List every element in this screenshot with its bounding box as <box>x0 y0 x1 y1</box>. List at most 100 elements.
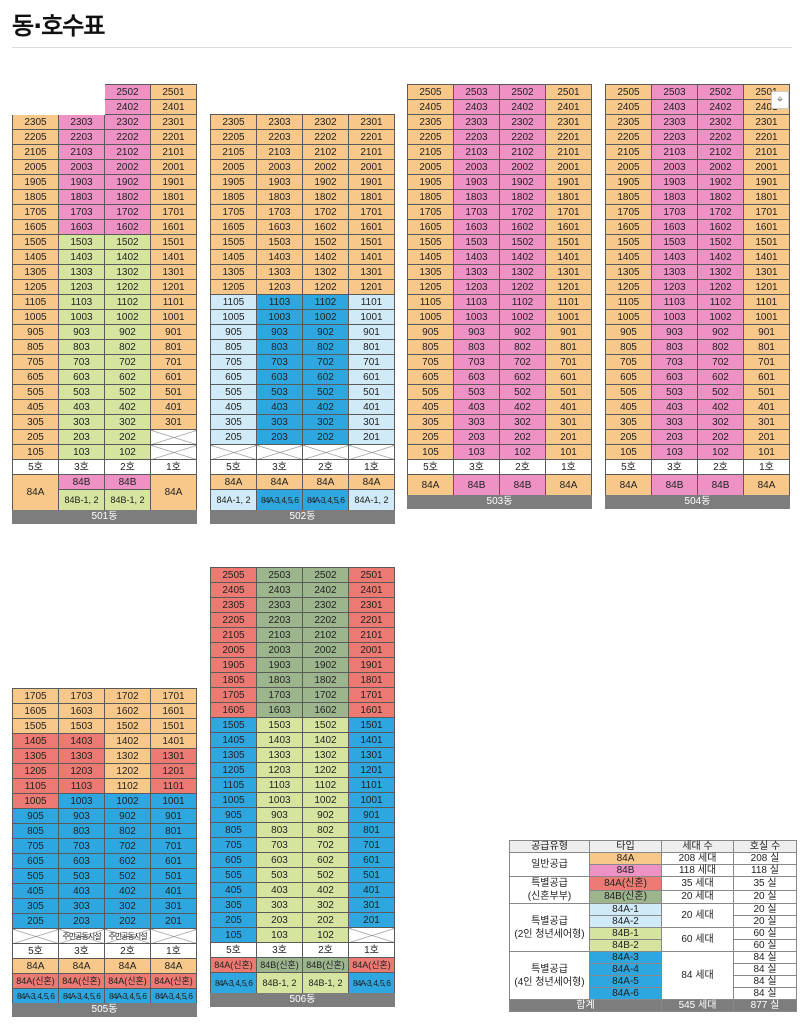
unit-cell: 405 <box>210 882 257 898</box>
unit-cell: 1302 <box>104 748 151 764</box>
unit-cell: 1203 <box>58 763 105 779</box>
unit-cell: 1902 <box>104 174 151 190</box>
unit-cell: 1401 <box>348 249 395 265</box>
unit-cell: 1402 <box>104 733 151 749</box>
unit-cell: 201 <box>150 913 197 929</box>
unit-cell: 1102 <box>104 294 151 310</box>
unit-cell: 803 <box>651 339 698 355</box>
unit-cell: 205 <box>605 429 652 445</box>
unit-cell: 2101 <box>348 627 395 643</box>
unit-cell: 705 <box>210 837 257 853</box>
unavailable-cell <box>150 429 197 445</box>
unit-cell: 603 <box>256 369 303 385</box>
unit-cell: 505 <box>605 384 652 400</box>
unit-type-cell: 84B <box>651 474 698 496</box>
unit-cell: 603 <box>453 369 500 385</box>
unit-cell: 402 <box>104 399 151 415</box>
unit-cell: 601 <box>545 369 592 385</box>
building-504: 2505 2503 2502 2501 2405 2403 2402 2401 2305 2303… <box>605 84 790 509</box>
unit-cell: 1103 <box>651 294 698 310</box>
unit-cell: 803 <box>256 822 303 838</box>
unit-cell: 1703 <box>651 204 698 220</box>
unit-cell: 201 <box>348 912 395 928</box>
unit-cell: 1003 <box>58 309 105 325</box>
line-header-cell: 2호 <box>302 459 349 475</box>
legend-room-count: 20 실 <box>733 903 797 916</box>
unit-cell: 805 <box>12 823 59 839</box>
unit-type-cell: 84B-1, 2 <box>104 489 151 511</box>
unit-type-cell: 84A <box>12 474 59 511</box>
unit-cell: 1001 <box>150 793 197 809</box>
unit-cell: 1801 <box>150 189 197 205</box>
unit-cell: 1702 <box>697 204 744 220</box>
unit-type-cell: 84B <box>499 474 546 496</box>
line-header-cell: 5호 <box>407 459 454 475</box>
line-header-cell: 3호 <box>651 459 698 475</box>
unavailable-cell <box>210 444 257 460</box>
legend-room-count: 60 실 <box>733 939 797 952</box>
unit-cell: 2202 <box>697 129 744 145</box>
unit-cell: 1501 <box>150 718 197 734</box>
unit-cell: 2002 <box>104 159 151 175</box>
unit-cell: 1101 <box>150 778 197 794</box>
unit-cell: 1901 <box>348 174 395 190</box>
empty-cell <box>13 85 59 100</box>
building-label: 504동 <box>605 494 790 509</box>
unit-cell: 1203 <box>651 279 698 295</box>
unit-cell: 2405 <box>407 99 454 115</box>
line-header-cell: 1호 <box>545 459 592 475</box>
unit-cell: 1802 <box>697 189 744 205</box>
unit-cell: 201 <box>348 429 395 445</box>
unit-cell: 302 <box>302 897 349 913</box>
empty-cell <box>13 100 59 115</box>
legend-type: 84A-6 <box>589 987 662 1000</box>
unit-cell: 1002 <box>302 309 349 325</box>
unavailable-cell <box>150 444 197 460</box>
unit-type-cell: 84A-3, 4, 5, 6 <box>104 988 151 1004</box>
unit-cell: 1105 <box>12 778 59 794</box>
unit-cell: 2301 <box>150 114 197 130</box>
unit-cell: 103 <box>453 444 500 460</box>
unit-cell: 1403 <box>651 249 698 265</box>
legend-supply-category: 특별공급 (신혼부부) <box>509 876 590 904</box>
unit-type-cell: 84A-3, 4, 5, 6 <box>58 988 105 1004</box>
unit-cell: 1203 <box>256 762 303 778</box>
unit-cell: 605 <box>407 369 454 385</box>
unit-cell: 1902 <box>302 657 349 673</box>
unit-cell: 2505 <box>605 84 652 100</box>
unit-cell: 2001 <box>545 159 592 175</box>
unit-cell: 503 <box>453 384 500 400</box>
unit-cell: 701 <box>150 354 197 370</box>
unit-cell: 2002 <box>302 642 349 658</box>
focus-icon[interactable]: ⌖ <box>771 91 789 109</box>
unit-cell: 1902 <box>302 174 349 190</box>
unit-cell: 1401 <box>545 249 592 265</box>
unit-cell: 601 <box>348 369 395 385</box>
unit-type-cell: 84B-1, 2 <box>58 489 105 511</box>
unit-cell: 1805 <box>407 189 454 205</box>
line-header-cell: 1호 <box>150 943 197 959</box>
unit-cell: 1303 <box>256 264 303 280</box>
unit-cell: 1601 <box>150 703 197 719</box>
legend-type: 84B-2 <box>589 939 662 952</box>
unit-type-cell: 84B-1, 2 <box>302 972 349 994</box>
unit-cell: 1701 <box>348 687 395 703</box>
legend-supply-category: 특별공급 (2인 청년세어형) <box>509 903 590 952</box>
unit-cell: 2402 <box>104 99 151 115</box>
unit-cell: 602 <box>302 852 349 868</box>
unit-cell: 1205 <box>605 279 652 295</box>
legend-unit-count: 118 세대 <box>661 864 734 877</box>
legend-room-count: 208 실 <box>733 852 797 865</box>
unit-cell: 503 <box>256 384 303 400</box>
unit-cell: 903 <box>58 808 105 824</box>
legend-type: 84B <box>589 864 662 877</box>
legend-room-count: 84 실 <box>733 975 797 988</box>
unit-cell: 903 <box>256 807 303 823</box>
unit-cell: 1802 <box>499 189 546 205</box>
unit-cell: 1305 <box>605 264 652 280</box>
unit-cell: 302 <box>697 414 744 430</box>
unit-cell: 502 <box>499 384 546 400</box>
unit-cell: 1202 <box>104 279 151 295</box>
unit-cell: 405 <box>210 399 257 415</box>
unit-cell: 1405 <box>210 732 257 748</box>
